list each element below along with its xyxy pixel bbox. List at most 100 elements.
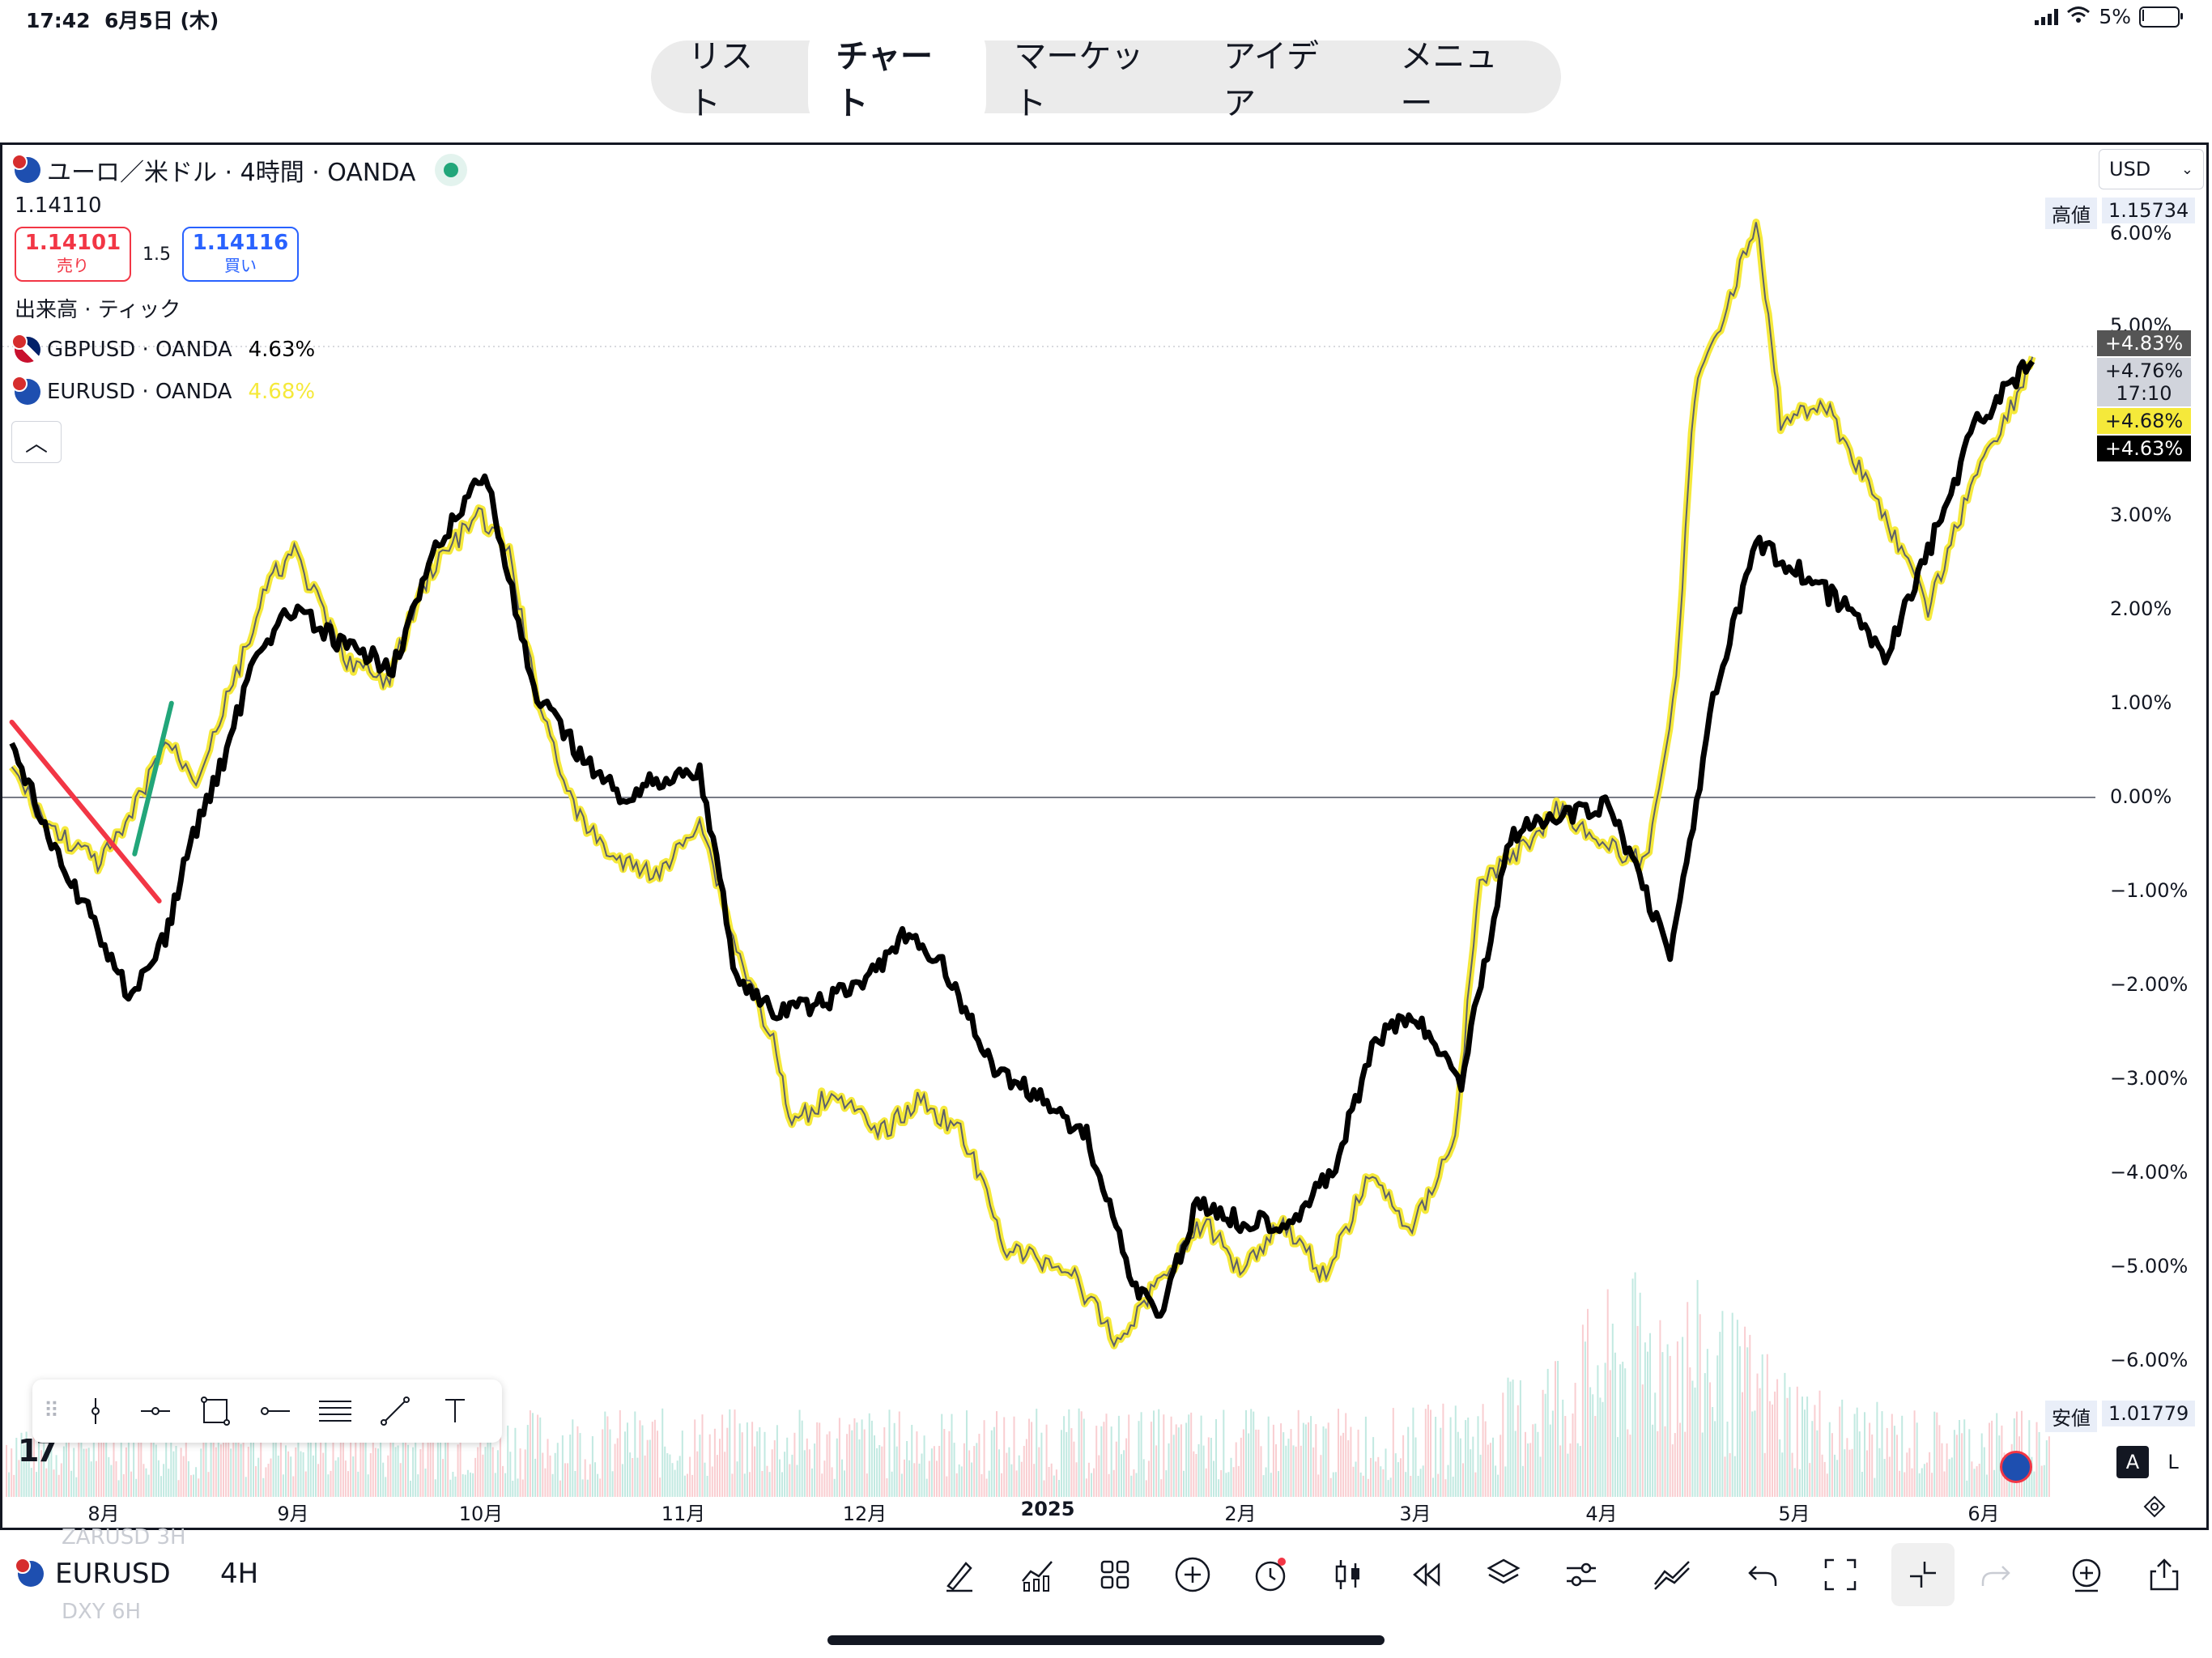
volume-bar [1691, 1380, 1694, 1497]
timeframe-selector[interactable]: 4H [220, 1558, 259, 1590]
volume-bar [554, 1452, 556, 1497]
volume-bar [1946, 1443, 1948, 1497]
volume-bar [98, 1418, 100, 1497]
volume-bar [1424, 1409, 1427, 1497]
volume-bar [1641, 1384, 1644, 1497]
volume-bar [1774, 1391, 1776, 1497]
currency-flag-icon[interactable] [2000, 1451, 2032, 1483]
volume-bar [36, 1472, 37, 1497]
compare-eurusd[interactable]: EURUSD · OANDA 4.68% [11, 371, 467, 413]
volume-bar [913, 1463, 916, 1497]
currency-select[interactable]: USD ⌄ [2099, 149, 2204, 189]
volume-bar [70, 1470, 73, 1497]
volume-bar [1265, 1467, 1267, 1497]
templates-icon[interactable] [1088, 1548, 1142, 1601]
horizontal-ray-icon[interactable] [131, 1387, 180, 1435]
volume-bar [1669, 1355, 1671, 1497]
volume-bar [1177, 1427, 1180, 1497]
tab-market[interactable]: マーケット [1014, 38, 1144, 122]
volume-bar [1587, 1308, 1589, 1497]
collapse-icon[interactable] [1891, 1543, 1955, 1606]
compare-icon[interactable] [1645, 1548, 1699, 1601]
volume-bar [1856, 1407, 1858, 1497]
volume-bar [1507, 1377, 1509, 1497]
volume-bar [1584, 1341, 1586, 1497]
volume-bar [1802, 1397, 1803, 1497]
volume-bar [287, 1451, 290, 1497]
sell-button[interactable]: 1.14101 売り [15, 227, 131, 282]
home-indicator [827, 1635, 1385, 1645]
chart-type-icon[interactable] [1321, 1548, 1375, 1601]
layers-icon[interactable] [1477, 1548, 1530, 1601]
volume-bar [1437, 1473, 1440, 1497]
replay-icon[interactable] [1399, 1548, 1453, 1601]
undo-icon[interactable] [1736, 1548, 1789, 1601]
volume-bar [928, 1460, 930, 1497]
volume-bar [1308, 1422, 1309, 1497]
volume-bar [1574, 1383, 1576, 1497]
vertical-line-icon[interactable] [71, 1387, 120, 1435]
volume-bar [1257, 1430, 1260, 1497]
volume-bar [1624, 1368, 1627, 1497]
drag-handle-icon[interactable]: ⠿ [44, 1399, 60, 1423]
volume-bar [1117, 1415, 1120, 1497]
collapse-legend-button[interactable]: ︿ [11, 421, 62, 463]
volume-bar [1329, 1477, 1332, 1497]
fullscreen-icon[interactable] [1814, 1548, 1867, 1601]
alert-icon[interactable] [1244, 1548, 1297, 1601]
horizontal-line-icon[interactable] [251, 1387, 300, 1435]
volume-bar [1654, 1392, 1657, 1497]
volume-bar [193, 1474, 194, 1497]
volume-bar [1115, 1441, 1117, 1497]
trend-line-icon[interactable] [371, 1387, 419, 1435]
volume-bar [6, 1444, 7, 1497]
y-tick: 2.00% [2110, 597, 2172, 620]
log-scale-button[interactable]: L [2167, 1451, 2179, 1473]
tab-list[interactable]: リスト [688, 38, 753, 122]
volume-bar [649, 1439, 651, 1497]
volume-bar [1202, 1445, 1205, 1497]
volume-bar [1726, 1422, 1729, 1497]
volume-bar [285, 1445, 287, 1497]
share-icon[interactable] [2138, 1548, 2191, 1601]
volume-bar [1457, 1431, 1459, 1497]
volume-bar [317, 1464, 320, 1497]
buy-button[interactable]: 1.14116 買い [182, 227, 299, 282]
volume-bar [1729, 1453, 1731, 1497]
tab-chart[interactable]: チャート [808, 20, 987, 134]
add-symbol-icon[interactable] [2060, 1548, 2113, 1601]
volume-bar [472, 1473, 474, 1497]
time-settings-icon[interactable] [2142, 1494, 2167, 1519]
volume-bar [838, 1418, 840, 1497]
text-tool-icon[interactable] [431, 1387, 479, 1435]
volume-bar [1310, 1416, 1312, 1497]
wifi-icon [2066, 5, 2091, 28]
volume-bar [784, 1452, 786, 1497]
settings-icon[interactable] [1555, 1548, 1608, 1601]
volume-bar [1671, 1444, 1674, 1497]
volume-legend[interactable]: 出来高 · ティック [15, 297, 181, 322]
auto-scale-button[interactable]: A [2116, 1446, 2149, 1478]
symbol-title[interactable]: ユーロ／米ドル · 4時間 · OANDA [47, 159, 416, 187]
y-tick: −5.00% [2110, 1255, 2189, 1278]
redo-icon[interactable] [1969, 1548, 2023, 1601]
volume-bar [442, 1459, 445, 1497]
volume-bar [1495, 1465, 1497, 1497]
symbol-selector[interactable]: EURUSD [15, 1558, 171, 1590]
tab-ideas[interactable]: アイデア [1223, 38, 1319, 122]
volume-bar [517, 1478, 519, 1497]
chart-canvas[interactable] [2, 145, 2206, 1526]
volume-bar [751, 1422, 754, 1497]
rectangle-icon[interactable] [191, 1387, 240, 1435]
volume-bar [1230, 1457, 1232, 1497]
draw-icon[interactable] [933, 1548, 986, 1601]
x-tick: 3月 [1399, 1503, 1431, 1525]
tab-menu[interactable]: メニュー [1400, 38, 1498, 122]
volume-bar [1145, 1480, 1147, 1497]
compare-gbpusd[interactable]: GBPUSD · OANDA 4.63% [11, 329, 467, 371]
add-icon[interactable] [1166, 1548, 1219, 1601]
volume-bar [60, 1463, 62, 1497]
fib-retracement-icon[interactable] [311, 1387, 359, 1435]
volume-bar [627, 1422, 628, 1497]
indicators-icon[interactable] [1010, 1548, 1064, 1601]
